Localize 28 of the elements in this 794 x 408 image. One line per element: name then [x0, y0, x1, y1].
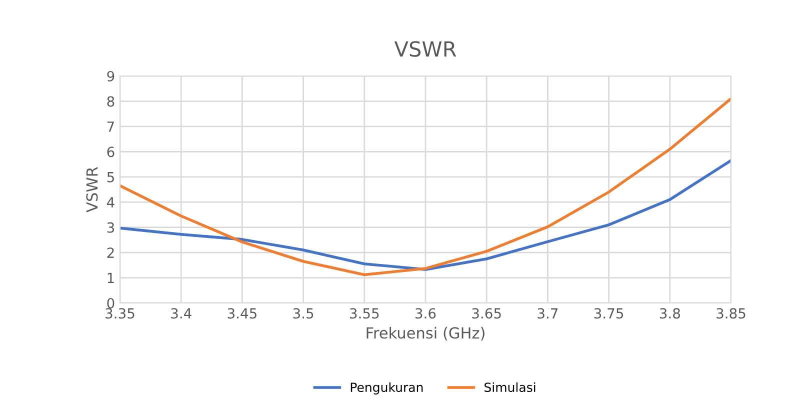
y-tick-label: 4 — [106, 197, 114, 208]
x-tick-label: 3.8 — [660, 308, 680, 319]
y-tick-label: 8 — [107, 96, 114, 107]
x-tick-label: 3.85 — [716, 308, 746, 319]
legend-label: Pengukuran — [350, 382, 423, 394]
x-tick-label: 3.7 — [538, 308, 558, 319]
x-tick-label: 3.75 — [594, 308, 624, 319]
y-tick-label: 9 — [107, 70, 114, 82]
legend-label: Simulasi — [484, 382, 536, 392]
x-axis-title: Frekuensi (GHz) — [366, 326, 484, 340]
x-tick-label: 3.55 — [350, 308, 379, 319]
y-axis-title: VSWR — [86, 167, 98, 212]
y-tick-label: 5 — [107, 172, 114, 182]
chart-title: VSWR — [394, 41, 456, 57]
x-tick-label: 3.65 — [472, 308, 501, 319]
x-tick-label: 3.5 — [293, 308, 314, 319]
x-tick-label: 3.4 — [171, 308, 192, 319]
y-tick-label: 6 — [107, 146, 114, 158]
y-tick-label: 1 — [108, 272, 114, 284]
y-tick-label: 3 — [107, 222, 114, 233]
x-tick-label: 3.45 — [228, 308, 256, 319]
x-tick-label: 3.6 — [416, 308, 436, 319]
line-series — [120, 159, 731, 271]
line-series — [120, 97, 731, 276]
y-tick-label: 2 — [107, 248, 114, 258]
y-tick-label: 0 — [107, 298, 114, 308]
x-tick-label: 3.35 — [106, 308, 134, 319]
y-tick-label: 7 — [107, 122, 114, 132]
